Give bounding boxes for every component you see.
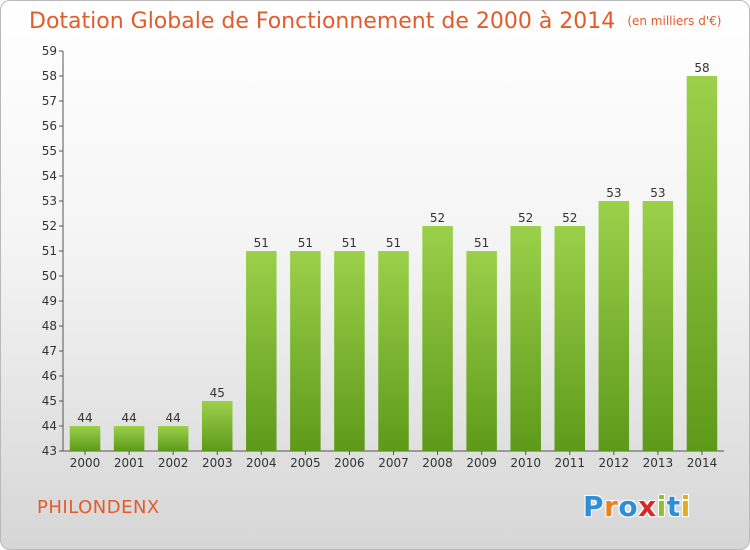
logo-letter: t (666, 490, 681, 523)
bar-value-label: 53 (650, 186, 665, 200)
y-tick-label: 53 (42, 194, 57, 208)
bar-value-label: 45 (210, 386, 225, 400)
x-tick-label: 2006 (334, 456, 365, 470)
bar-value-label: 44 (77, 411, 92, 425)
bar (69, 426, 101, 451)
bar-value-label: 52 (430, 211, 445, 225)
y-tick-label: 44 (42, 419, 57, 433)
bar (598, 201, 630, 451)
x-tick-label: 2003 (202, 456, 233, 470)
y-tick-label: 49 (42, 294, 57, 308)
x-tick-label: 2002 (158, 456, 189, 470)
y-tick-label: 52 (42, 219, 57, 233)
y-tick-label: 56 (42, 119, 57, 133)
bar (510, 226, 541, 451)
logo-letter: i (680, 490, 691, 523)
bar (422, 226, 453, 451)
proxiti-logo: Proxiti (583, 490, 691, 523)
y-tick-label: 59 (42, 44, 57, 58)
y-tick-label: 55 (42, 144, 57, 158)
x-tick-label: 2001 (114, 456, 145, 470)
bar (334, 251, 365, 451)
y-tick-label: 47 (42, 344, 57, 358)
bar-value-label: 44 (166, 411, 181, 425)
x-tick-label: 2011 (554, 456, 585, 470)
x-tick-label: 2000 (70, 456, 101, 470)
bar-value-label: 51 (254, 236, 269, 250)
y-tick-label: 43 (42, 444, 57, 458)
logo-letter: r (604, 490, 619, 523)
bar-value-label: 51 (298, 236, 313, 250)
bar-value-label: 52 (518, 211, 533, 225)
x-tick-label: 2013 (643, 456, 674, 470)
logo-letter: i (656, 490, 667, 523)
unit-label: (en milliers d'€) (627, 14, 722, 28)
bar-value-label: 51 (342, 236, 357, 250)
bar-value-label: 52 (562, 211, 577, 225)
bar-value-label: 53 (606, 186, 621, 200)
bar (686, 76, 718, 451)
x-tick-label: 2010 (510, 456, 541, 470)
x-tick-label: 2008 (422, 456, 453, 470)
y-tick-label: 58 (42, 69, 57, 83)
logo-letter: x (638, 490, 657, 523)
y-tick-label: 48 (42, 319, 57, 333)
y-tick-label: 50 (42, 269, 57, 283)
bar (157, 426, 189, 451)
bar (378, 251, 409, 451)
bar (246, 251, 277, 451)
bar (201, 401, 233, 451)
bar (554, 226, 586, 451)
bar (466, 251, 497, 451)
bar-value-label: 51 (474, 236, 489, 250)
bar (642, 201, 674, 451)
bar (113, 426, 145, 451)
logo-letter: P (583, 490, 605, 523)
x-tick-label: 2009 (466, 456, 497, 470)
commune-name: PHILONDENX (37, 497, 160, 518)
bar-value-label: 44 (121, 411, 136, 425)
bar (290, 251, 321, 451)
x-tick-label: 2005 (290, 456, 321, 470)
x-tick-label: 2014 (687, 456, 718, 470)
logo-letter: o (618, 490, 639, 523)
y-tick-label: 57 (42, 94, 57, 108)
y-tick-label: 51 (42, 244, 57, 258)
title-text: Dotation Globale de Fonctionnement de 20… (29, 9, 616, 34)
bar-value-label: 51 (386, 236, 401, 250)
chart-title: Dotation Globale de Fonctionnement de 20… (29, 9, 721, 34)
x-tick-label: 2004 (246, 456, 277, 470)
y-tick-label: 46 (42, 369, 57, 383)
bar-value-label: 58 (694, 61, 709, 75)
y-tick-label: 45 (42, 394, 57, 408)
x-tick-label: 2012 (599, 456, 630, 470)
x-tick-label: 2007 (378, 456, 409, 470)
y-tick-label: 54 (42, 169, 57, 183)
